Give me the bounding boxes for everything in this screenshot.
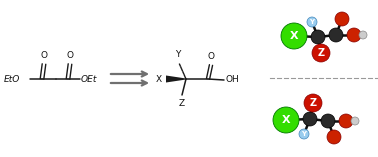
Circle shape: [347, 28, 361, 42]
Text: O: O: [67, 51, 73, 60]
Circle shape: [335, 12, 349, 26]
Circle shape: [359, 31, 367, 39]
Circle shape: [351, 117, 359, 125]
Polygon shape: [166, 76, 186, 82]
Text: O: O: [40, 51, 48, 60]
Text: X: X: [156, 75, 162, 84]
Text: OH: OH: [225, 76, 239, 84]
Text: O: O: [208, 52, 214, 61]
Text: Y: Y: [310, 19, 314, 25]
Circle shape: [321, 114, 335, 128]
Text: EtO: EtO: [4, 75, 20, 84]
Circle shape: [307, 17, 317, 27]
Text: X: X: [290, 31, 298, 41]
Text: Z: Z: [179, 99, 185, 108]
Circle shape: [303, 112, 317, 126]
Text: Y: Y: [302, 131, 307, 137]
Text: OEt: OEt: [81, 75, 98, 84]
Circle shape: [339, 114, 353, 128]
Text: Y: Y: [175, 50, 181, 59]
Text: Z: Z: [318, 48, 325, 58]
Text: X: X: [282, 115, 290, 125]
Circle shape: [281, 23, 307, 49]
Circle shape: [299, 129, 309, 139]
Circle shape: [273, 107, 299, 133]
Text: Z: Z: [310, 98, 316, 108]
Circle shape: [312, 44, 330, 62]
Circle shape: [327, 130, 341, 144]
Circle shape: [311, 30, 325, 44]
Circle shape: [304, 94, 322, 112]
Circle shape: [329, 28, 343, 42]
